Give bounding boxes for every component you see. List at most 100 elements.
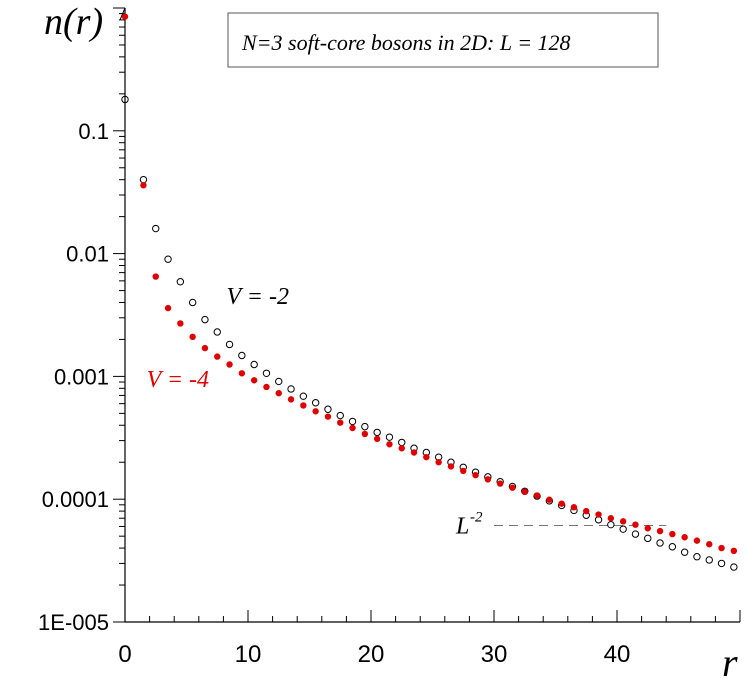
data-point: [336, 411, 344, 420]
data-point: [262, 369, 271, 377]
reference-line-exponent: -2: [470, 510, 483, 526]
data-point: [668, 543, 677, 551]
data-point: [337, 419, 344, 426]
data-point: [619, 525, 627, 533]
data-point: [447, 463, 455, 470]
data-point: [312, 408, 319, 415]
series-v-minus-4: V = -4: [121, 13, 738, 555]
data-point: [730, 547, 738, 555]
ticks: 0.1 0.01 0.001 0.0001 1E-005 0 10 20 30 40: [38, 7, 741, 668]
data-point: [250, 377, 258, 384]
data-point: [176, 278, 185, 286]
data-point: [287, 396, 295, 403]
data-point: [435, 459, 442, 466]
data-point: [496, 480, 504, 487]
data-point: [656, 527, 664, 535]
data-points: V = -2 V = -4: [121, 13, 738, 571]
data-point: [201, 344, 209, 352]
data-point: [398, 445, 405, 452]
data-point: [607, 515, 615, 522]
y-tick-label: 0.001: [54, 364, 109, 389]
series-label: V = -4: [147, 367, 209, 393]
data-point: [644, 534, 652, 543]
data-point: [693, 537, 701, 544]
data-point: [275, 377, 283, 386]
data-point: [631, 530, 640, 538]
y-tick-label: 0.0001: [42, 487, 109, 512]
data-point: [423, 453, 430, 461]
data-point: [152, 224, 160, 233]
y-axis-label: n(r): [44, 1, 103, 43]
data-point: [693, 553, 701, 561]
data-point: [287, 385, 295, 393]
data-point: [275, 389, 282, 397]
data-point: [226, 361, 233, 368]
data-point: [619, 518, 627, 525]
y-tick-label: 0.01: [66, 242, 109, 267]
data-point: [681, 534, 688, 541]
data-point: [324, 405, 332, 413]
data-point: [361, 422, 369, 431]
data-point: [140, 182, 147, 189]
data-point: [201, 315, 209, 324]
data-point: [263, 383, 270, 391]
data-point: [238, 351, 246, 360]
data-point: [607, 520, 615, 529]
data-point: [121, 13, 129, 20]
data-point: [509, 484, 516, 491]
labels: n(r) r N=3 soft-core bosons in 2D: L = 1…: [44, 1, 738, 685]
series-v-minus-2: V = -2: [121, 95, 738, 571]
data-point: [238, 370, 246, 377]
data-point: [472, 471, 479, 479]
x-axis-label: r: [722, 640, 738, 685]
x-tick-label: 0: [118, 641, 131, 668]
chart-title: N=3 soft-core bosons in 2D: L = 128: [241, 30, 571, 55]
data-point: [361, 430, 369, 438]
data-point: [717, 559, 726, 568]
x-tick-label: 40: [604, 641, 631, 668]
data-point: [164, 304, 172, 312]
data-point: [373, 428, 381, 437]
data-point: [533, 492, 541, 499]
data-point: [213, 328, 221, 336]
data-point: [152, 273, 159, 280]
data-point: [595, 511, 602, 518]
data-point: [164, 255, 172, 263]
data-point: [121, 95, 129, 104]
data-point: [730, 563, 738, 571]
data-point: [558, 500, 565, 507]
data-point: [521, 488, 528, 495]
data-point: [214, 353, 221, 360]
data-point: [705, 556, 713, 564]
data-point: [189, 333, 196, 341]
data-point: [706, 541, 713, 548]
reference-line-label: L: [455, 514, 469, 540]
data-point: [324, 413, 332, 420]
data-point: [484, 476, 492, 483]
data-point: [398, 438, 406, 447]
y-tick-label: 1E-005: [38, 610, 109, 635]
data-point: [225, 340, 234, 349]
data-point: [632, 521, 639, 528]
data-point: [570, 504, 578, 511]
data-point: [583, 507, 590, 515]
data-point: [644, 525, 651, 532]
data-point: [386, 441, 393, 448]
data-point: [656, 539, 664, 547]
data-point: [348, 417, 357, 426]
data-point: [177, 320, 184, 327]
y-tick-label: 0.1: [78, 119, 109, 144]
data-point: [385, 433, 394, 441]
data-point: [349, 424, 356, 432]
data-point: [373, 435, 381, 443]
data-point: [311, 399, 320, 407]
data-point: [410, 449, 418, 456]
data-point: [460, 467, 467, 475]
data-point: [139, 175, 148, 184]
data-point: [299, 392, 308, 400]
series-label: V = -2: [227, 284, 289, 310]
x-tick-label: 30: [481, 641, 508, 668]
data-point: [680, 548, 689, 556]
title-box: N=3 soft-core bosons in 2D: L = 128: [227, 12, 659, 68]
